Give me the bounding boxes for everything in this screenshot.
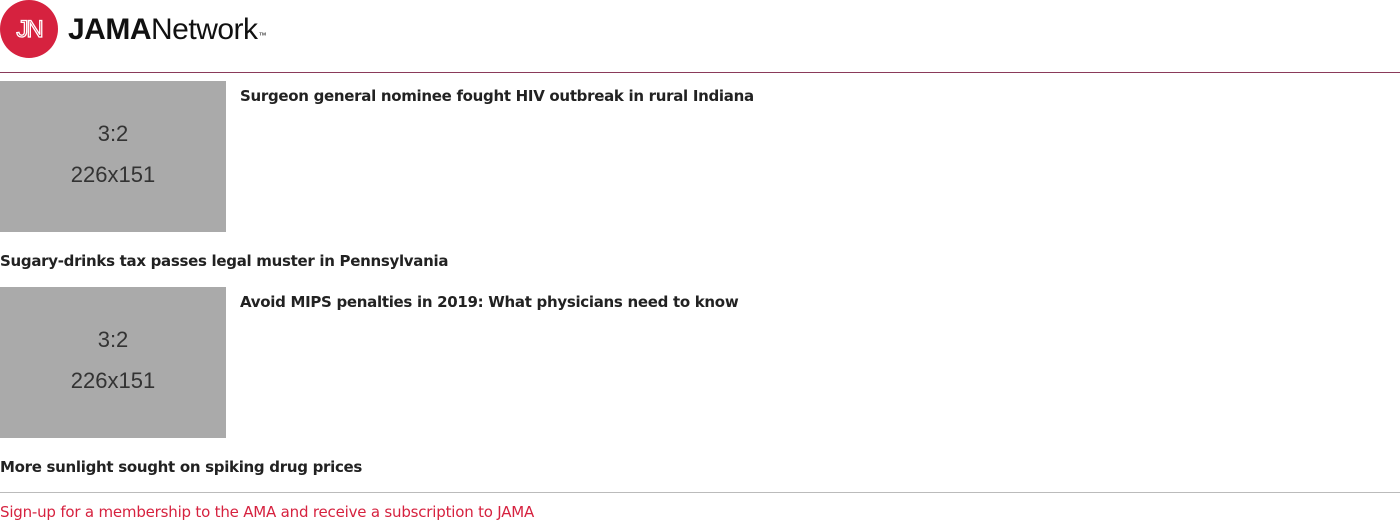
svg-text:JN: JN (16, 16, 42, 43)
brand-network: Network (151, 13, 258, 46)
brand-wordmark[interactable]: JAMANetwork™ (68, 10, 267, 50)
thumbnail-dims-label: 226x151 (70, 368, 156, 393)
jn-monogram-icon: JN (16, 15, 45, 43)
article-headline[interactable]: Surgeon general nominee fought HIV outbr… (240, 87, 754, 105)
article-headline[interactable]: More sunlight sought on spiking drug pri… (0, 458, 363, 476)
thumbnail-ratio-label: 3:2 (97, 327, 129, 352)
thumbnail-ratio-label: 3:2 (97, 121, 129, 146)
article-headline[interactable]: Avoid MIPS penalties in 2019: What physi… (240, 293, 739, 311)
thumbnail-dims-label: 226x151 (70, 162, 156, 187)
footer-bar: Sign-up for a membership to the AMA and … (0, 492, 1400, 521)
site-header: JN JAMANetwork™ (0, 0, 1400, 73)
article-thumbnail-placeholder[interactable]: 3:2 226x151 (0, 81, 226, 232)
article-thumbnail-placeholder[interactable]: 3:2 226x151 (0, 287, 226, 438)
article-headline[interactable]: Sugary-drinks tax passes legal muster in… (0, 252, 449, 270)
brand-jama: JAMA (68, 13, 152, 46)
signup-link[interactable]: Sign-up for a membership to the AMA and … (0, 503, 535, 521)
jama-network-logo-icon[interactable]: JN (0, 0, 58, 58)
trademark-mark: ™ (258, 31, 267, 40)
